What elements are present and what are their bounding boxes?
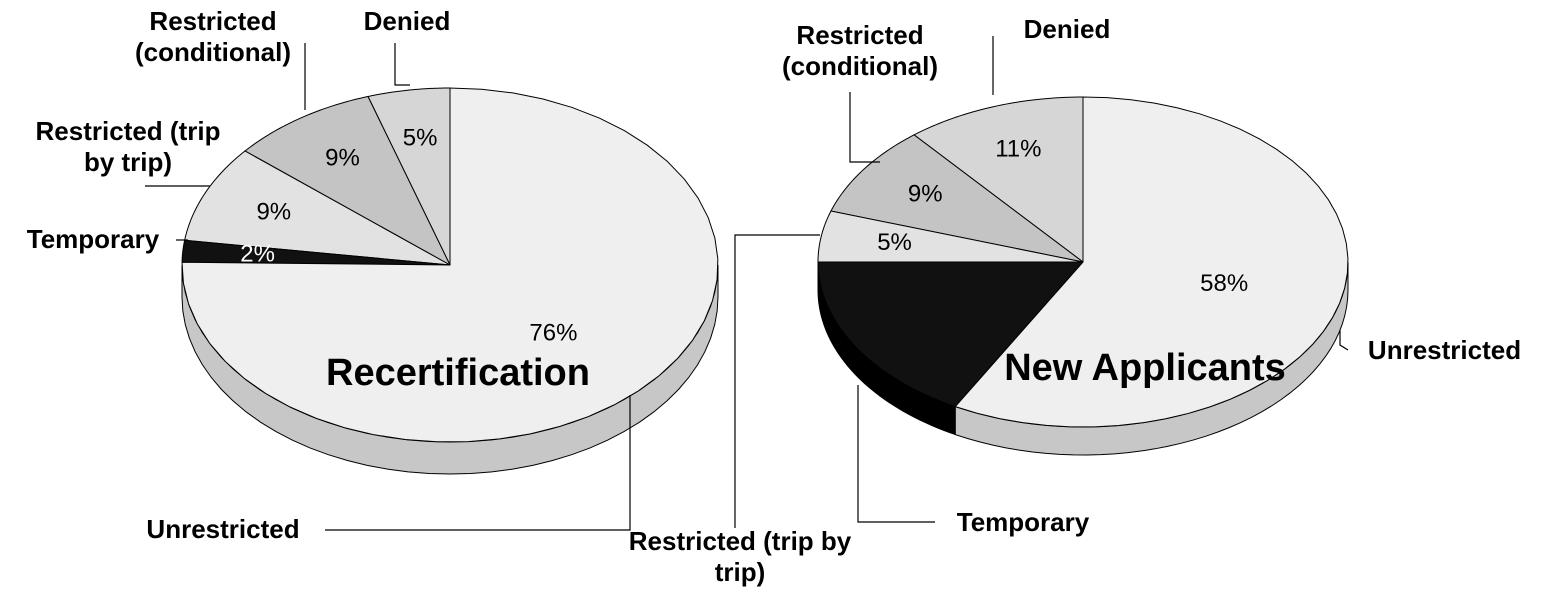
value-label: 5% (877, 229, 912, 256)
slice (181, 239, 451, 266)
pie-title: New Applicants (1004, 347, 1286, 389)
value-label: 5% (403, 124, 438, 151)
pie-title: Recertification (326, 352, 590, 394)
value-label: 9% (325, 145, 360, 172)
slice (817, 261, 1085, 408)
slice (181, 87, 719, 443)
category-label: Restricted (trip by trip) (628, 526, 852, 587)
leader-line (857, 385, 935, 523)
category-label: Temporary (956, 507, 1090, 537)
leader-line (849, 92, 880, 163)
value-label: 11% (995, 136, 1041, 163)
value-label: 2% (240, 240, 275, 267)
slice (954, 96, 1349, 428)
value-label: 76% (529, 320, 577, 347)
slice (913, 96, 1084, 264)
slice (367, 87, 451, 266)
value-label: 9% (908, 181, 943, 208)
slice (817, 210, 1084, 263)
value-label: 9% (256, 198, 291, 225)
category-label: Denied (1023, 14, 1111, 44)
category-label: Restricted (conditional) (782, 20, 938, 81)
leader-line (325, 395, 631, 531)
category-label: Restricted (conditional) (135, 6, 291, 67)
category-label: Unrestricted (1367, 335, 1522, 365)
category-label: Restricted (trip by trip) (35, 116, 221, 177)
slice (244, 95, 452, 267)
leader-line (394, 43, 410, 86)
category-label: Denied (363, 6, 451, 36)
leader-line (734, 234, 820, 528)
category-label: Unrestricted (146, 514, 300, 544)
category-label: Temporary (26, 224, 160, 254)
value-label: 58% (1200, 270, 1248, 297)
leader-line (1339, 330, 1349, 351)
slice (184, 150, 451, 266)
slice (830, 134, 1084, 263)
